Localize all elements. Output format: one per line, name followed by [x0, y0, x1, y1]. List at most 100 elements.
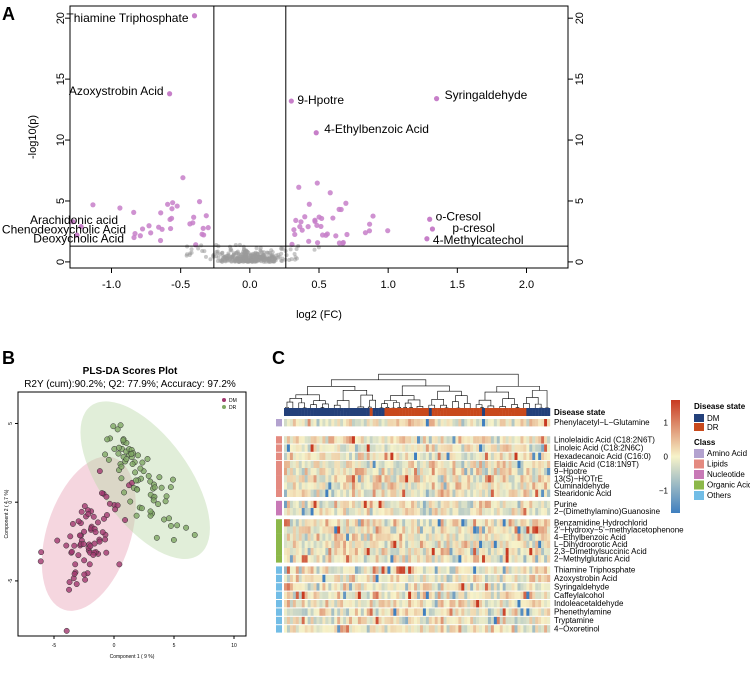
dr-point — [163, 493, 170, 500]
heatmap-cell — [541, 616, 545, 625]
y-tick-label: 20 — [55, 12, 67, 24]
heatmap-cell — [461, 526, 465, 534]
state-cell — [381, 408, 385, 416]
heatmap-cell — [375, 489, 379, 497]
heatmap-cell — [378, 468, 382, 476]
heatmap-cell — [437, 500, 441, 509]
heatmap-cell — [526, 475, 530, 483]
heatmap-cell — [381, 608, 385, 616]
heatmap-cell — [479, 452, 483, 460]
heatmap-cell — [325, 540, 329, 549]
heatmap-cell — [387, 625, 391, 633]
heatmap-cell — [431, 500, 435, 509]
heatmap-cell — [414, 489, 418, 497]
dm-point — [96, 468, 103, 475]
heatmap-cell — [479, 508, 483, 516]
sig-point — [333, 233, 339, 239]
heatmap-cell — [511, 533, 515, 541]
heatmap-cell — [523, 475, 527, 483]
dr-point — [134, 486, 141, 493]
row-label: Azoxystrobin Acid — [554, 574, 617, 583]
heatmap-cell — [425, 600, 430, 608]
heatmap-cell — [487, 508, 492, 516]
heatmap-cell — [499, 555, 503, 563]
y-tick-label: 15 — [55, 73, 67, 85]
heatmap-cell — [547, 533, 551, 541]
heatmap-cell — [351, 444, 356, 452]
heatmap-cell — [351, 616, 356, 625]
heatmap-cell — [286, 489, 291, 497]
heatmap-cell — [479, 625, 483, 633]
x-tick-label: 1.5 — [450, 279, 465, 291]
heatmap-cell — [455, 600, 459, 608]
heatmap-cell — [458, 540, 462, 549]
heatmap-cell — [467, 608, 471, 616]
heatmap-cell — [446, 555, 450, 563]
heatmap-cell — [476, 591, 480, 599]
heatmap-cell — [366, 566, 370, 574]
heatmap-cell — [372, 533, 376, 541]
heatmap-cell — [422, 468, 427, 476]
heatmap-cell — [431, 555, 435, 563]
heatmap-cell — [360, 566, 364, 574]
heatmap-cell — [375, 460, 379, 469]
heatmap-cell — [346, 540, 350, 549]
heatmap-cell — [529, 533, 533, 541]
heatmap-cell — [301, 566, 305, 574]
heatmap-cell — [405, 489, 409, 497]
heatmap-cell — [375, 583, 379, 591]
heatmap-cell — [286, 508, 291, 516]
heatmap-cell — [351, 519, 356, 527]
heatmap-cell — [511, 555, 515, 563]
heatmap-cell — [538, 608, 542, 616]
heatmap-cell — [313, 574, 317, 583]
heatmap-cell — [464, 519, 468, 527]
heatmap-cell — [390, 475, 394, 483]
row-label: Linolelaidic Acid (C18:2N6T) — [554, 435, 655, 444]
heatmap-cell — [399, 436, 403, 444]
heatmap-cell — [298, 489, 302, 497]
heatmap-cell — [408, 482, 412, 490]
legend-class-swatch — [694, 480, 704, 490]
heatmap-cell — [449, 533, 453, 541]
class-cell — [276, 616, 282, 625]
heatmap-cell — [425, 436, 430, 444]
heatmap-cell — [541, 444, 545, 452]
dendrogram-branch — [496, 386, 540, 393]
sig-point — [370, 213, 376, 219]
heatmap-cell — [440, 566, 444, 574]
heatmap-cell — [520, 566, 524, 574]
heatmap-cell — [437, 591, 441, 599]
heatmap-cell — [334, 625, 338, 633]
heatmap-cell — [328, 608, 332, 616]
heatmap-cell — [417, 452, 421, 460]
heatmap-cell — [508, 583, 512, 591]
heatmap-cell — [487, 548, 492, 556]
dendrogram-branch — [531, 390, 548, 408]
heatmap-cell — [343, 419, 347, 427]
heatmap-cell — [390, 436, 394, 444]
heatmap-cell — [301, 555, 305, 563]
heatmap-cell — [310, 489, 314, 497]
heatmap-cell — [363, 436, 367, 444]
heatmap-cell — [402, 566, 406, 574]
heatmap-cell — [499, 508, 503, 516]
heatmap-cell — [496, 583, 500, 591]
heatmap-cell — [544, 548, 548, 556]
ns-point — [203, 254, 208, 259]
heatmap-cell — [446, 489, 450, 497]
row-label: Benzamidine Hydrochlorid — [554, 518, 647, 527]
heatmap-cell — [310, 452, 314, 460]
heatmap-cell — [301, 600, 305, 608]
heatmap-cell — [328, 574, 332, 583]
heatmap-cell — [325, 500, 329, 509]
heatmap-cell — [490, 500, 495, 509]
plsda-subtitle: R2Y (cum):90.2%; Q2: 77.9%; Accuracy: 97… — [24, 379, 236, 390]
heatmap-cell — [313, 482, 317, 490]
heatmap-cell — [484, 460, 489, 469]
heatmap-cell — [523, 583, 527, 591]
heatmap-cell — [346, 574, 350, 583]
heatmap-cell — [452, 500, 456, 509]
x-tick-label: -1.0 — [102, 279, 121, 291]
heatmap-cell — [307, 566, 311, 574]
